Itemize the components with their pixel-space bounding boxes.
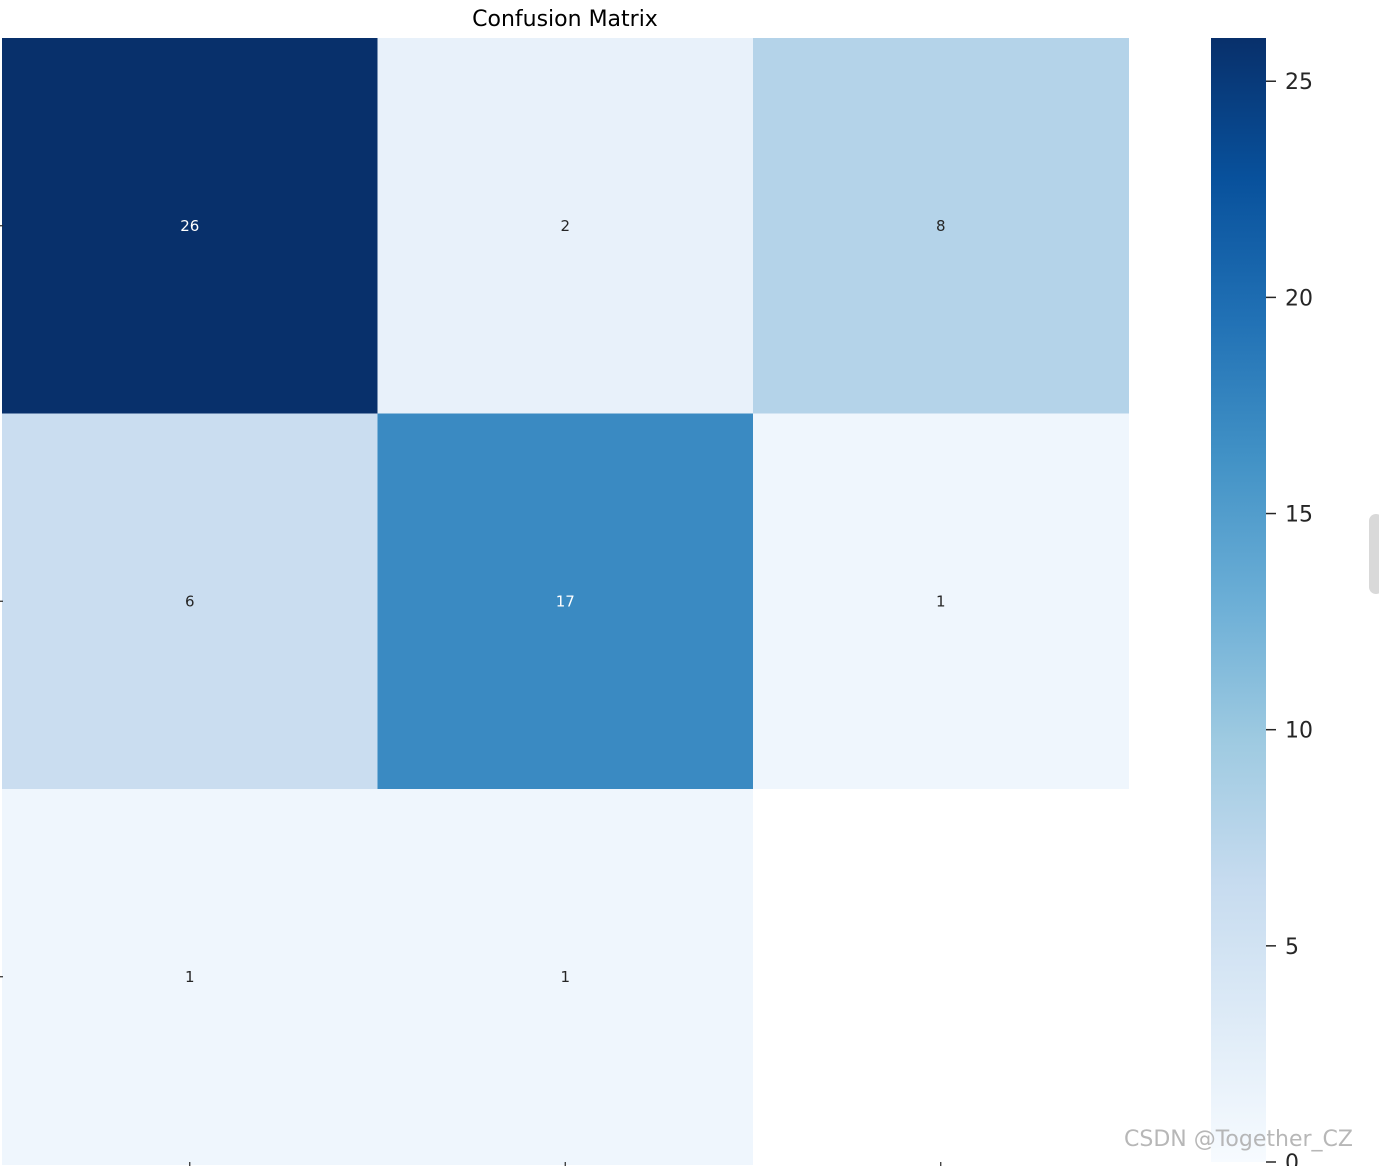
heatmap-cell-r1-c1 (377, 413, 754, 790)
heatmap-cell-r2-c0 (2, 789, 378, 1165)
colorbar-tick-label: 0 (1285, 1151, 1299, 1166)
cell-value-label: 1 (936, 592, 946, 610)
heatmap-cell-r0-c1 (377, 38, 754, 414)
cell-value-label: 6 (185, 592, 195, 610)
heatmap-cell-r1-c2 (753, 413, 1129, 790)
heatmap-cells (2, 38, 1129, 1165)
colorbar-tick-label: 20 (1285, 286, 1313, 311)
heatmap-cell-r0-c2 (753, 38, 1129, 414)
colorbar (1211, 38, 1266, 1162)
cell-value-label: 17 (556, 592, 575, 610)
heatmap-cell-labels: 26 2 8 6 17 1 1 1 (180, 217, 945, 986)
colorbar-tick-label: 10 (1285, 719, 1313, 744)
colorbar-tick-label: 25 (1285, 70, 1313, 95)
cell-value-label: 8 (936, 217, 946, 235)
heatmap-cell-r2-c1 (377, 789, 754, 1165)
scrollbar-handle[interactable] (1369, 514, 1379, 594)
colorbar-tick-label: 5 (1285, 935, 1299, 960)
colorbar-tick-label: 15 (1285, 503, 1313, 528)
axis-ticks (0, 225, 942, 1166)
chart-title: Confusion Matrix (472, 7, 658, 32)
heatmap-cell-r2-c2 (753, 789, 1129, 1165)
heatmap-cell-r0-c0 (2, 38, 378, 414)
cell-value-label: 2 (560, 217, 570, 235)
cell-value-label: 1 (185, 968, 195, 986)
heatmap-cell-r1-c0 (2, 413, 378, 790)
cell-value-label: 26 (180, 217, 199, 235)
watermark: CSDN @Together_CZ (1124, 1127, 1353, 1152)
colorbar-ticks: 0 5 10 15 20 25 (1266, 70, 1313, 1166)
cell-value-label: 1 (560, 968, 570, 986)
